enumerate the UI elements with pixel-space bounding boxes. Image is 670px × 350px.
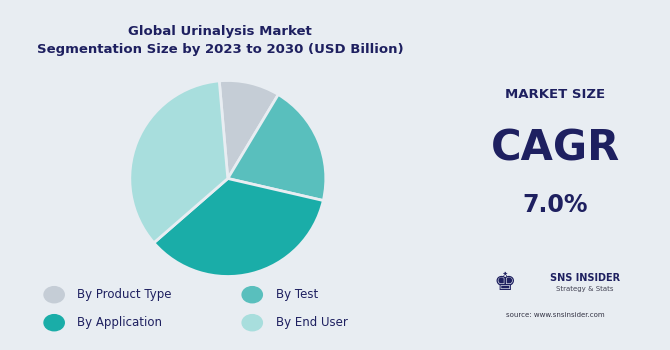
Text: By Application: By Application <box>78 316 162 329</box>
Text: CAGR: CAGR <box>490 128 620 170</box>
Wedge shape <box>130 81 228 243</box>
Circle shape <box>44 287 64 303</box>
Text: Global Urinalysis Market
Segmentation Size by 2023 to 2030 (USD Billion): Global Urinalysis Market Segmentation Si… <box>37 25 403 56</box>
Text: SNS INSIDER: SNS INSIDER <box>550 273 620 283</box>
Text: Strategy & Stats: Strategy & Stats <box>556 286 614 292</box>
Text: By End User: By End User <box>275 316 348 329</box>
Wedge shape <box>219 80 278 178</box>
Circle shape <box>44 315 64 331</box>
Text: source: www.snsinsider.com: source: www.snsinsider.com <box>506 312 604 318</box>
Wedge shape <box>228 94 326 201</box>
Wedge shape <box>154 178 324 276</box>
Text: By Product Type: By Product Type <box>78 288 172 301</box>
Text: By Test: By Test <box>275 288 318 301</box>
Circle shape <box>242 315 263 331</box>
Text: 7.0%: 7.0% <box>523 193 588 217</box>
Circle shape <box>242 287 263 303</box>
Text: ♚: ♚ <box>493 272 516 295</box>
Text: MARKET SIZE: MARKET SIZE <box>505 88 605 101</box>
